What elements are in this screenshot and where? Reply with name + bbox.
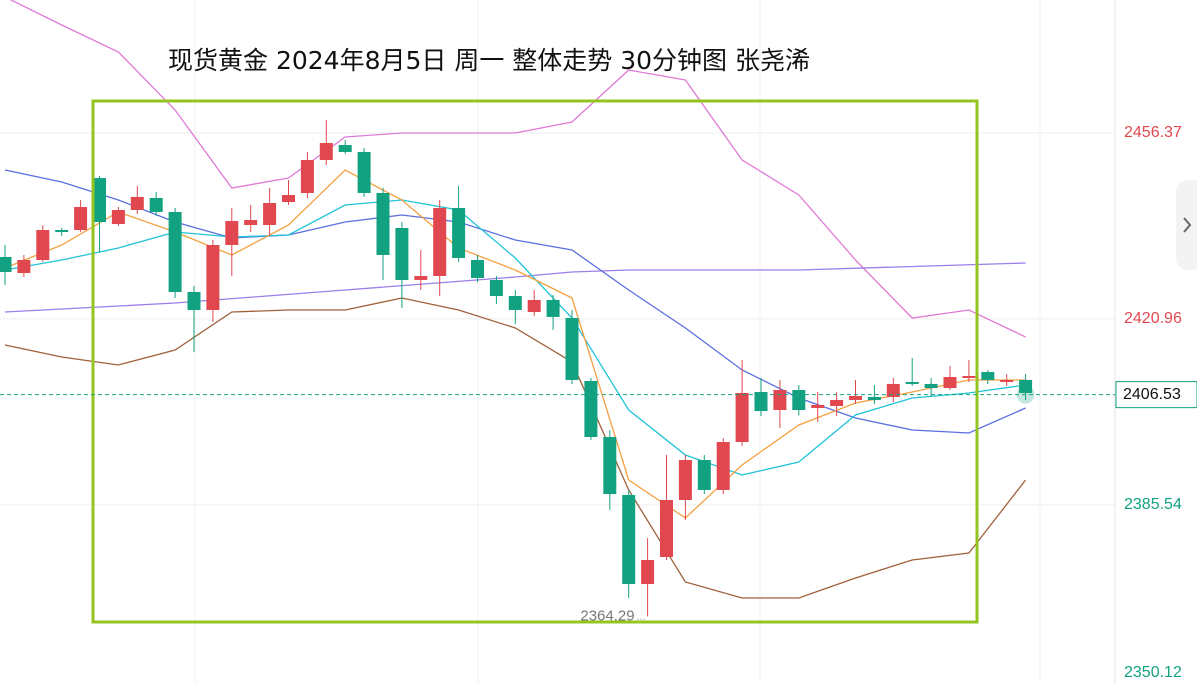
candle-body [962, 375, 976, 378]
highlight-box [91, 99, 979, 624]
candle-body [471, 259, 484, 278]
y-tick-label: 2456.37 [1124, 124, 1182, 141]
candle-body [508, 295, 522, 311]
candle-body [886, 383, 900, 397]
chart-title: 现货黄金 2024年8月5日 周一 整体走势 30分钟图 张尧浠 [168, 46, 810, 75]
candle-body [924, 383, 938, 389]
candle-body [1019, 379, 1033, 394]
candle-body [452, 207, 466, 258]
candle-body [867, 396, 881, 400]
candle-body [735, 393, 749, 442]
side-button-bg[interactable] [1176, 180, 1197, 270]
candle-body [773, 390, 787, 411]
candle-body [527, 299, 541, 312]
candle-body [244, 220, 258, 226]
candle-body [395, 227, 409, 280]
y-tick-label: 2350.12 [1124, 664, 1182, 681]
candle-body [660, 499, 673, 558]
last-price-box [1115, 381, 1197, 409]
candle-body [149, 197, 163, 212]
candle-body [716, 441, 730, 490]
candle-body [905, 381, 919, 384]
candle-body [0, 256, 12, 272]
indicator-line [4, 199, 1026, 476]
candle-body [546, 299, 560, 317]
grid [0, 132, 1115, 506]
candle-body [849, 395, 862, 400]
indicator-line [4, 262, 1026, 313]
candle-body [187, 291, 201, 311]
low-annotation: 2364.29 [580, 607, 634, 624]
candle-body [168, 211, 182, 292]
candle-body [792, 390, 806, 411]
candle-body [17, 259, 31, 273]
candle-body [603, 436, 617, 495]
indicator-line [4, 297, 1027, 599]
candle-body [981, 372, 995, 380]
indicator-line [9, 0, 1026, 338]
last-price-glow [1016, 385, 1035, 404]
candle-body [754, 392, 768, 412]
candle-body [1000, 379, 1014, 382]
candle-body [414, 275, 428, 280]
candle-body [93, 178, 106, 223]
candle-body [225, 221, 239, 246]
candle-body [206, 245, 220, 311]
y-tick-label: 2420.96 [1124, 310, 1182, 327]
candle-body [357, 151, 371, 193]
candle-body [830, 399, 844, 406]
candle-body [943, 376, 957, 389]
candle-body [697, 459, 711, 490]
candle-body [433, 207, 447, 276]
side-button[interactable] [1176, 180, 1197, 270]
candle-body [565, 317, 579, 380]
candle-body [36, 229, 50, 260]
candle-body [641, 559, 655, 584]
vertical-grid [194, 0, 1041, 683]
candle-body [319, 143, 333, 161]
candle-body [678, 459, 692, 500]
candle-body [376, 192, 390, 255]
candle-body [622, 495, 636, 584]
candles [0, 120, 1033, 617]
candle-body [811, 404, 825, 408]
candle-body [263, 203, 277, 226]
overlay: 2456.37 2420.96 2385.54 2350.12 2364.29 2406.… [0, 124, 1197, 681]
candle-body [55, 229, 69, 232]
candle-body [300, 160, 314, 193]
candle-body [338, 144, 352, 152]
y-tick-label: 2385.54 [1124, 496, 1182, 513]
last-price-label: 2406.53 [1123, 386, 1181, 403]
chevron-icon[interactable] [1183, 217, 1192, 233]
candle-body [282, 194, 295, 203]
candle-body [74, 206, 88, 230]
candle-body [584, 380, 598, 437]
candle-body [489, 279, 503, 296]
candle-body [130, 196, 144, 210]
indicator-line [4, 169, 1026, 519]
candle-body [111, 209, 125, 225]
